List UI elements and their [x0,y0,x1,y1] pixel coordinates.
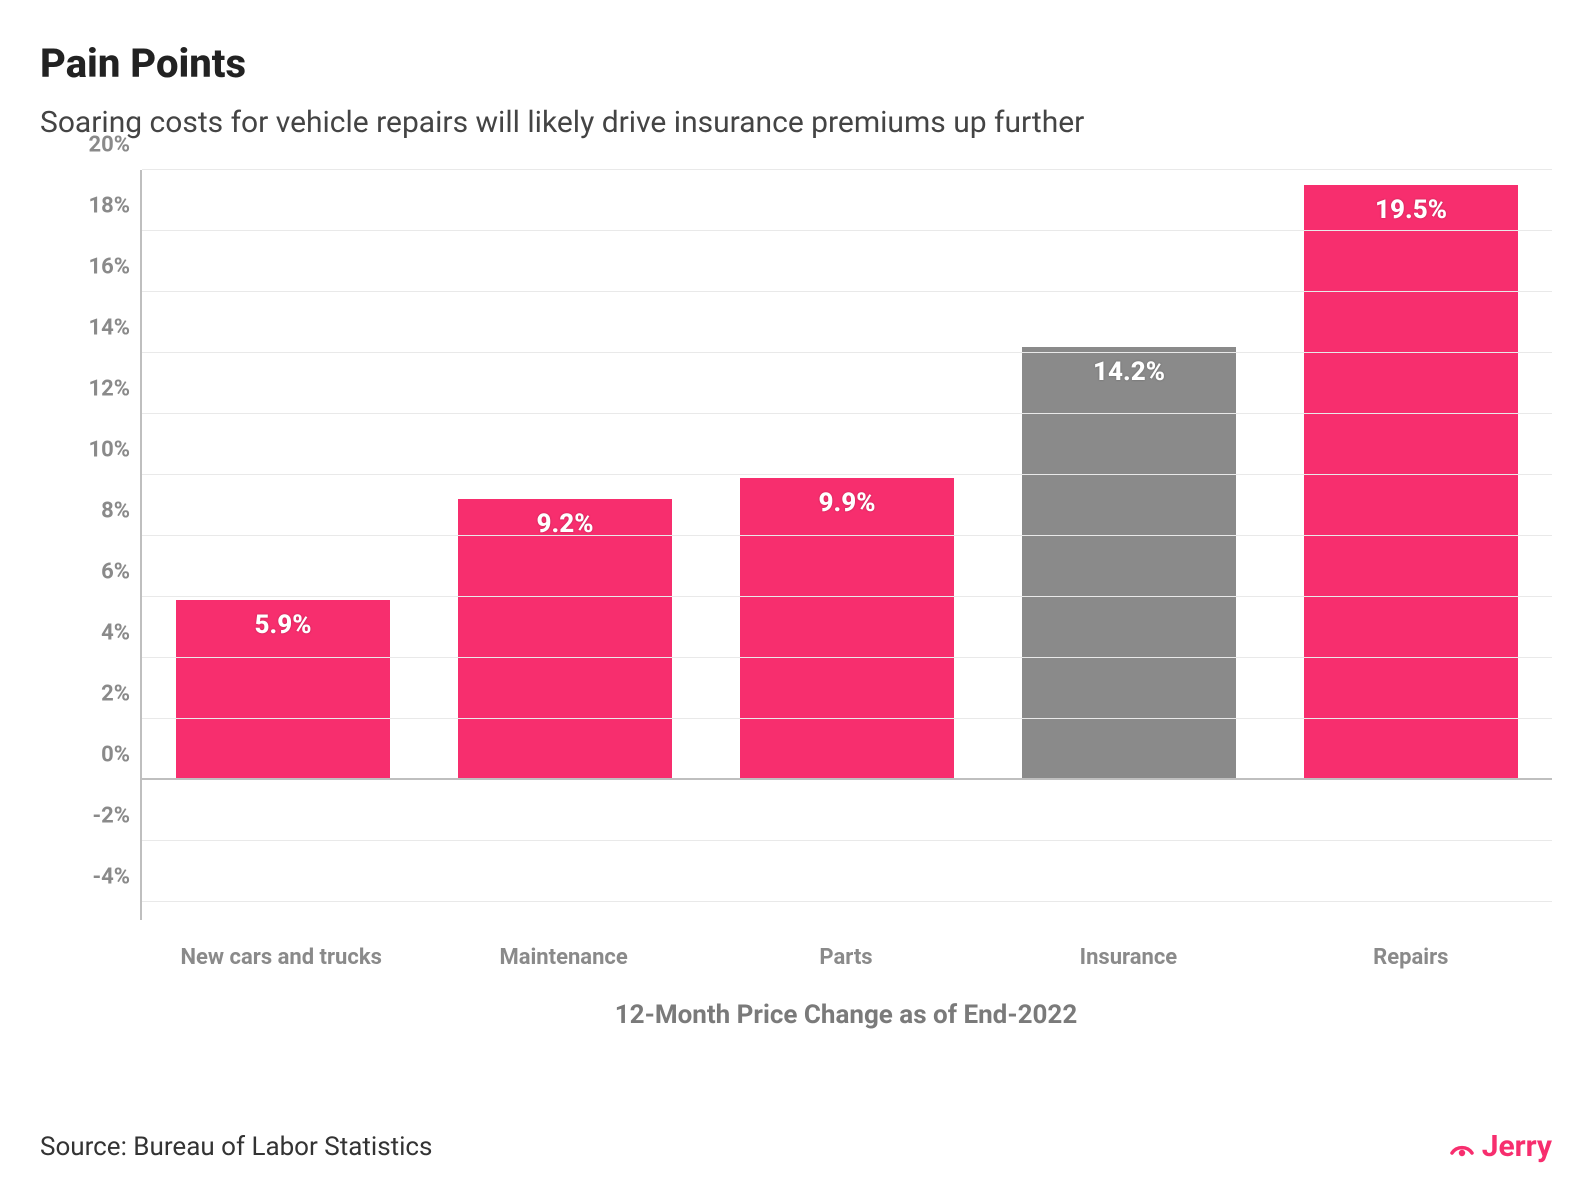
bar-slot: 14.2% [988,170,1270,920]
brand-name: Jerry [1482,1129,1552,1164]
y-tick-label: 12% [50,376,130,401]
bar-slot: 9.2% [424,170,706,920]
source-attribution: Source: Bureau of Labor Statistics [40,1132,432,1162]
y-tick-label: 4% [50,620,130,645]
x-tick-label: Repairs [1270,945,1552,970]
bar-value-label: 5.9% [176,610,390,640]
plot-area: 5.9% 9.2% 9.9% 14.2% 19.5% [140,170,1552,920]
chart-footer: Source: Bureau of Labor Statistics Jerry [40,1129,1552,1164]
gridline [142,840,1552,841]
gridline [142,535,1552,536]
y-tick-label: 6% [50,559,130,584]
y-tick-label: 2% [50,681,130,706]
chart-subtitle: Soaring costs for vehicle repairs will l… [40,105,1552,140]
gridline [142,901,1552,902]
x-tick-label: Maintenance [422,945,704,970]
y-tick-label: 8% [50,498,130,523]
y-tick-label: -4% [50,864,130,889]
y-tick-label: -2% [50,803,130,828]
x-axis-title: 12-Month Price Change as of End-2022 [140,1000,1552,1030]
gridline [142,657,1552,658]
bar: 19.5% [1304,185,1518,780]
x-tick-label: New cars and trucks [140,945,422,970]
y-tick-label: 16% [50,254,130,279]
x-tick-label: Insurance [987,945,1269,970]
bar-slot: 5.9% [142,170,424,920]
x-axis-labels: New cars and trucksMaintenancePartsInsur… [140,945,1552,970]
y-tick-label: 0% [50,742,130,767]
x-tick-label: Parts [705,945,987,970]
y-tick-label: 14% [50,315,130,340]
gridline [142,718,1552,719]
bar-value-label: 9.9% [740,488,954,518]
gridline [142,596,1552,597]
y-tick-label: 20% [50,133,130,158]
bars-row: 5.9% 9.2% 9.9% 14.2% 19.5% [142,170,1552,920]
bar-chart: 5.9% 9.2% 9.9% 14.2% 19.5% New cars and truc… [40,170,1552,1040]
bar: 5.9% [176,600,390,780]
gridline [142,169,1552,170]
bar-slot: 19.5% [1270,170,1552,920]
bar-value-label: 14.2% [1022,357,1236,387]
gridline [142,474,1552,475]
y-tick-label: 18% [50,193,130,218]
gridline [142,413,1552,414]
zero-gridline [142,778,1552,780]
bar-value-label: 19.5% [1304,195,1518,225]
bar: 9.2% [458,499,672,779]
y-tick-label: 10% [50,437,130,462]
bar: 14.2% [1022,347,1236,780]
brand-logo: Jerry [1448,1129,1552,1164]
brand-icon [1448,1135,1476,1159]
chart-title: Pain Points [40,40,1552,87]
gridline [142,230,1552,231]
gridline [142,291,1552,292]
bar-slot: 9.9% [706,170,988,920]
bar: 9.9% [740,478,954,780]
gridline [142,352,1552,353]
